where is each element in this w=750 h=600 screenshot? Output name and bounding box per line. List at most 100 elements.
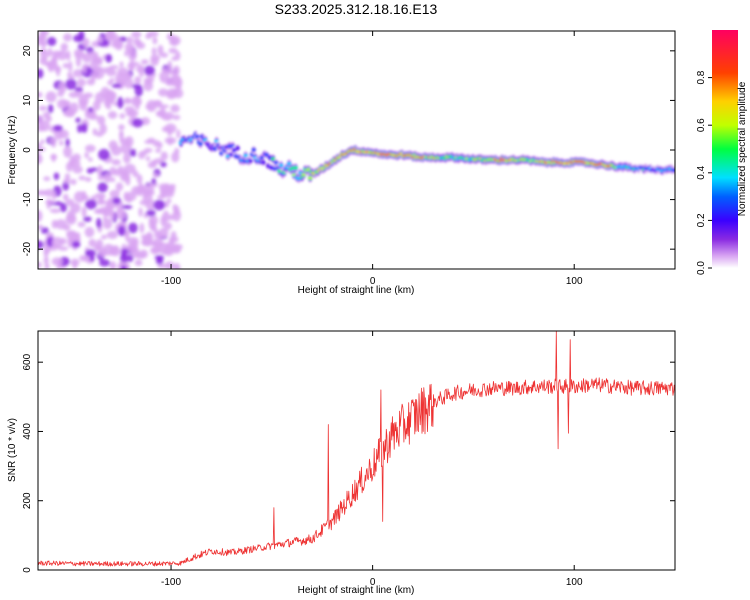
spectrogram-ytick-label: -20 bbox=[22, 242, 33, 257]
noise-blob bbox=[38, 261, 42, 269]
noise-blob bbox=[176, 129, 181, 139]
spectrogram-xtick-label: 100 bbox=[566, 276, 583, 287]
noise-blob bbox=[145, 103, 154, 110]
faint-blob bbox=[471, 264, 479, 268]
noise-blob bbox=[89, 254, 95, 262]
noise-blob bbox=[170, 104, 180, 113]
noise-blob bbox=[129, 151, 137, 157]
noise-blob bbox=[166, 88, 179, 98]
noise-blob bbox=[143, 80, 154, 92]
ridge-cell bbox=[219, 152, 224, 155]
faint-blob bbox=[189, 165, 194, 171]
noise-blob bbox=[120, 265, 127, 269]
noise-blob bbox=[140, 234, 147, 240]
noise-blob bbox=[88, 106, 93, 113]
noise-blob bbox=[104, 89, 116, 102]
faint-blob bbox=[603, 142, 609, 147]
faint-blob bbox=[429, 138, 436, 146]
faint-blob bbox=[321, 36, 328, 43]
snr-xtick-label: -100 bbox=[161, 577, 181, 588]
noise-blob bbox=[119, 113, 126, 119]
ridge-cell bbox=[278, 164, 284, 167]
noise-blob bbox=[97, 175, 105, 181]
faint-blob bbox=[481, 199, 485, 208]
noise-blob bbox=[70, 202, 81, 214]
noise-blob bbox=[152, 101, 163, 108]
snr-ytick-label: 400 bbox=[22, 423, 33, 440]
faint-blob bbox=[633, 180, 637, 188]
faint-blob bbox=[658, 156, 666, 162]
noise-blob bbox=[138, 181, 143, 193]
faint-blob bbox=[647, 61, 651, 66]
noise-blob bbox=[43, 256, 49, 265]
spectrogram-ytick-label: 20 bbox=[22, 45, 33, 57]
noise-blob bbox=[38, 224, 44, 230]
noise-blob bbox=[170, 80, 181, 87]
spectrogram-ylabel: Frequency (Hz) bbox=[7, 116, 18, 185]
noise-blob bbox=[171, 151, 180, 163]
faint-blob bbox=[388, 38, 396, 45]
noise-blob bbox=[157, 195, 166, 200]
noise-blob bbox=[133, 95, 141, 105]
noise-blob bbox=[78, 99, 88, 111]
noise-blob bbox=[142, 192, 153, 203]
ridge-cell bbox=[232, 149, 237, 152]
faint-blob bbox=[658, 203, 665, 212]
noise-blob bbox=[117, 225, 126, 237]
ridge-cell bbox=[195, 135, 200, 138]
noise-blob bbox=[158, 88, 169, 97]
snr-xtick-label: 100 bbox=[566, 577, 583, 588]
faint-blob bbox=[437, 86, 442, 93]
noise-blob bbox=[121, 204, 133, 210]
noise-blob bbox=[146, 209, 156, 217]
noise-blob bbox=[155, 148, 162, 153]
noise-blob bbox=[65, 78, 77, 90]
faint-blob bbox=[642, 197, 651, 201]
noise-blob bbox=[70, 178, 77, 186]
noise-blob bbox=[96, 199, 107, 205]
colorbar-tick-label: 0.2 bbox=[696, 213, 707, 227]
faint-blob bbox=[193, 95, 202, 103]
noise-blob bbox=[111, 159, 121, 166]
noise-blob bbox=[59, 202, 67, 213]
snr-ticks: -100 0 100 0 200 400 600 bbox=[22, 331, 675, 588]
noise-blob bbox=[164, 137, 177, 144]
noise-blob bbox=[128, 49, 137, 62]
noise-blob bbox=[51, 50, 63, 57]
noise-blob bbox=[128, 222, 138, 234]
noise-blob bbox=[86, 46, 94, 55]
noise-blob bbox=[68, 159, 81, 168]
faint-blob bbox=[335, 178, 341, 185]
noise-blob bbox=[72, 153, 81, 162]
noise-blob bbox=[45, 91, 57, 103]
noise-blob bbox=[172, 204, 178, 212]
faint-blob bbox=[380, 81, 387, 85]
faint-blob bbox=[562, 121, 568, 126]
noise-blob bbox=[151, 177, 157, 185]
noise-blob bbox=[123, 97, 132, 104]
noise-blob bbox=[76, 124, 83, 133]
noise-blob bbox=[134, 259, 143, 266]
noise-blob bbox=[53, 201, 63, 206]
faint-blob bbox=[236, 60, 244, 67]
faint-blob bbox=[217, 157, 224, 165]
noise-blob bbox=[99, 123, 107, 135]
noise-blob bbox=[86, 167, 94, 174]
noise-blob bbox=[162, 210, 170, 223]
faint-blob bbox=[405, 143, 411, 149]
faint-blob bbox=[392, 237, 400, 246]
noise-blob bbox=[68, 60, 73, 73]
noise-blob bbox=[145, 33, 152, 40]
noise-blob bbox=[144, 65, 155, 76]
noise-blob bbox=[59, 140, 64, 146]
ridge-cell bbox=[291, 173, 297, 177]
ridge-cell bbox=[198, 142, 203, 146]
noise-blob bbox=[75, 54, 82, 67]
noise-blob bbox=[70, 258, 80, 267]
noise-blob bbox=[126, 242, 138, 253]
faint-blob bbox=[183, 243, 192, 248]
noise-blob bbox=[88, 238, 97, 248]
noise-blob bbox=[139, 222, 145, 234]
